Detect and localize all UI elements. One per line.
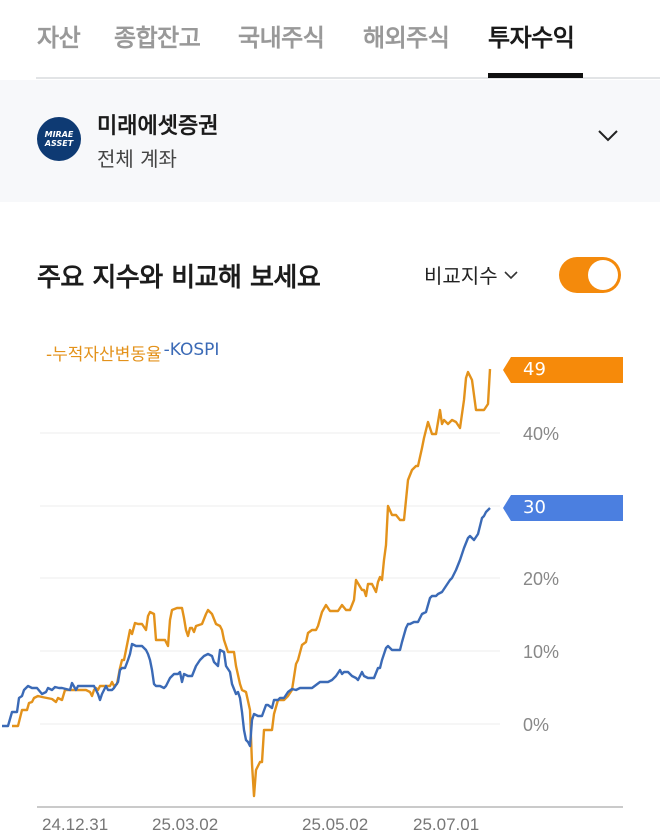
kospi-line — [2, 507, 491, 748]
brokerage-name: 미래에셋증권 — [97, 114, 219, 139]
compare-index-dropdown[interactable]: 비교지수 — [424, 260, 518, 289]
tab-assets[interactable]: 자산 — [37, 24, 81, 52]
toggle-knob — [588, 260, 618, 290]
tab-balance[interactable]: 종합잔고 — [114, 24, 201, 52]
y-tick-10: 10% — [523, 642, 559, 662]
y-axis-labels: 40% 20% 10% 0% — [523, 424, 559, 735]
portfolio-line — [12, 368, 492, 798]
compare-toggle[interactable] — [559, 257, 621, 293]
chevron-down-icon[interactable] — [596, 128, 620, 144]
y-tick-0: 0% — [523, 715, 549, 735]
legend-kospi: -KOSPI — [163, 340, 220, 360]
y-tick-20: 20% — [523, 569, 559, 589]
account-selector[interactable] — [0, 80, 660, 202]
x-tick-3: 25.05.02 — [302, 815, 368, 834]
tab-divider — [36, 77, 660, 79]
mirae-asset-logo: MIRAE ASSET — [37, 117, 81, 161]
tab-overseas-stocks[interactable]: 해외주식 — [363, 24, 450, 52]
compare-index-label: 비교지수 — [424, 264, 498, 288]
legend-portfolio: -누적자산변동율 — [46, 345, 162, 365]
kospi-value-flag: 30 — [503, 495, 623, 521]
logo-text-line2: ASSET — [44, 139, 74, 148]
x-tick-2: 25.03.02 — [152, 815, 218, 834]
tab-investment-returns[interactable]: 투자수익 — [488, 24, 575, 52]
x-tick-4: 25.07.01 — [413, 815, 479, 834]
x-tick-1: 24.12.31 — [42, 815, 108, 834]
logo-text-line1: MIRAE — [44, 130, 74, 139]
x-axis-labels: 24.12.31 25.03.02 25.05.02 25.07.01 — [42, 815, 479, 834]
tab-bar: 자산 종합잔고 국내주식 해외주식 투자수익 — [0, 0, 660, 80]
account-scope: 전체 계좌 — [97, 147, 177, 171]
section-title: 주요 지수와 비교해 보세요 — [37, 263, 321, 293]
portfolio-value-flag: 49 — [503, 357, 623, 383]
grid-lines — [40, 432, 500, 725]
comparison-line-chart: 40% 20% 10% 0% 24.12.31 25.03.02 25.05.0… — [2, 368, 623, 834]
chart-legend: -누적자산변동율 -KOSPI — [46, 340, 219, 365]
chevron-down-icon — [504, 270, 518, 279]
active-tab-indicator — [488, 73, 583, 78]
tab-domestic-stocks[interactable]: 국내주식 — [238, 24, 325, 52]
y-tick-40: 40% — [523, 424, 559, 444]
